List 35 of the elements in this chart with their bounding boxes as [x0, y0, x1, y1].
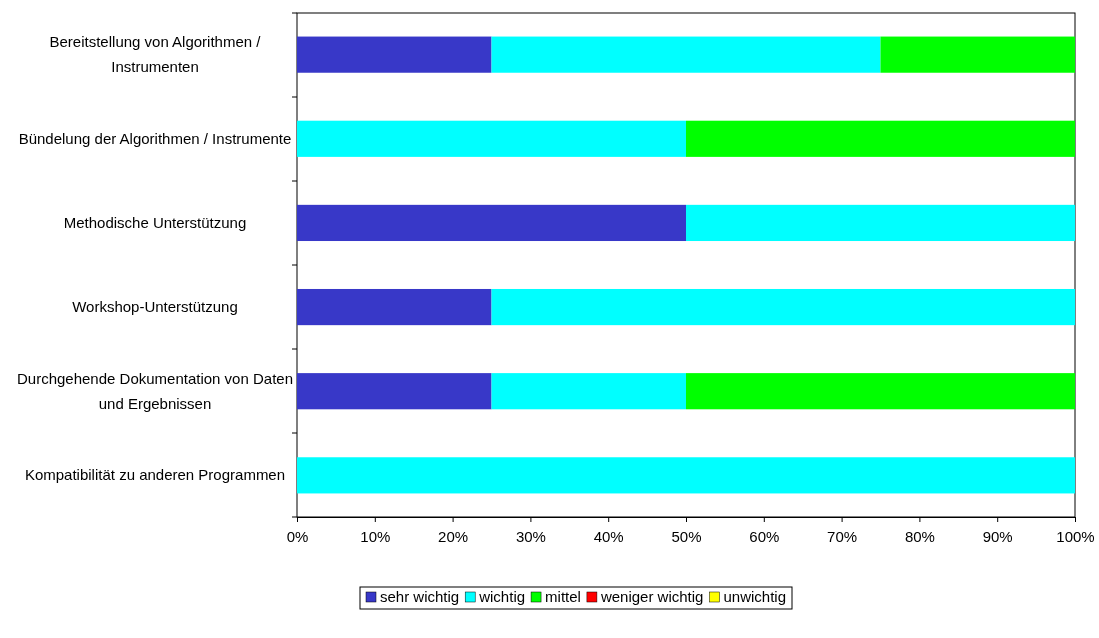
- x-tick-label: 100%: [1056, 527, 1095, 545]
- bar: [297, 204, 686, 242]
- y-tick-label: Bündelung der Algorithmen / Instrumente: [18, 129, 292, 147]
- bar: [686, 204, 1075, 242]
- x-tick-label: 40%: [593, 527, 624, 545]
- x-tick-label: 90%: [982, 527, 1013, 545]
- x-tick-label: 60%: [749, 527, 780, 545]
- bar: [491, 36, 881, 73]
- bar: [297, 457, 1075, 494]
- bar: [297, 288, 492, 326]
- x-tick-label: 10%: [360, 527, 391, 545]
- legend-label: wichtig: [478, 588, 526, 605]
- legend-label: sehr wichtig: [380, 588, 460, 605]
- bar: [297, 36, 492, 73]
- bar: [491, 288, 1075, 326]
- bar: [491, 373, 686, 410]
- y-tick-label: Kompatibilität zu anderen Programmen: [24, 466, 286, 484]
- y-tick-label: Workshop-Unterstützung: [72, 298, 238, 316]
- x-tick-label: 50%: [671, 527, 702, 545]
- bar: [297, 373, 492, 410]
- x-tick-label: 70%: [827, 527, 858, 545]
- legend-label: mittel: [545, 588, 581, 605]
- legend-label: unwichtig: [723, 588, 786, 605]
- bar: [297, 120, 686, 157]
- x-tick-label: 20%: [438, 527, 469, 545]
- bar: [686, 120, 1075, 157]
- legend-label: weniger wichtig: [599, 588, 704, 605]
- y-tick-label: Methodische Unterstützung: [63, 213, 247, 231]
- bar: [880, 36, 1075, 73]
- y-tick-label: Durchgehende Dokumentation von Daten und Ergebnissen: [16, 369, 294, 412]
- bar: [686, 373, 1075, 410]
- x-tick-label: 30%: [515, 527, 546, 545]
- y-tick-label: Bereitstellung von Algorithmen / Instrumenten: [49, 33, 262, 76]
- x-tick-label: 0%: [286, 527, 309, 545]
- x-tick-label: 80%: [904, 527, 935, 545]
